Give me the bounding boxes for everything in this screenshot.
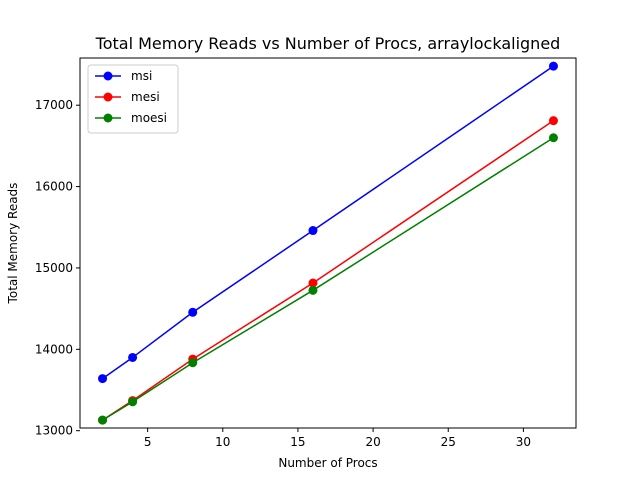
y-tick-label: 16000 [35, 180, 73, 194]
legend-swatch-marker [103, 71, 113, 81]
x-tick-label: 25 [441, 435, 456, 449]
legend-swatch-marker [103, 92, 113, 102]
legend-swatch-marker [103, 113, 113, 123]
y-tick-label: 17000 [35, 98, 73, 112]
data-point-moesi [188, 358, 198, 368]
legend-label-msi: msi [131, 69, 152, 83]
y-tick-label: 13000 [35, 424, 73, 438]
data-point-msi [128, 352, 138, 362]
chart-title: Total Memory Reads vs Number of Procs, a… [95, 34, 561, 53]
data-point-moesi [98, 415, 108, 425]
data-point-mesi [548, 116, 558, 126]
data-point-moesi [128, 397, 138, 407]
y-tick-label: 15000 [35, 261, 73, 275]
y-tick-label: 14000 [35, 342, 73, 356]
x-tick-label: 20 [365, 435, 380, 449]
data-point-moesi [308, 285, 318, 295]
data-point-msi [548, 61, 558, 71]
data-point-moesi [548, 133, 558, 143]
x-tick-label: 30 [516, 435, 531, 449]
series-line-mesi [102, 120, 554, 421]
y-axis-label: Total Memory Reads [6, 183, 20, 305]
x-tick-label: 10 [215, 435, 230, 449]
data-point-mesi [308, 278, 318, 288]
data-point-msi [98, 374, 108, 384]
data-point-msi [308, 226, 318, 236]
legend-label-mesi: mesi [131, 90, 160, 104]
x-tick-label: 15 [290, 435, 305, 449]
plot-area: 5 10 15 20 25 30 13000 14000 15000 16000 17000 [35, 61, 558, 449]
legend: msi mesi moesi [87, 64, 179, 134]
x-axis-label: Number of Procs [278, 456, 377, 470]
x-tick-label: 5 [144, 435, 152, 449]
series-line-moesi [102, 137, 554, 421]
plot-frame [79, 57, 577, 429]
data-point-msi [188, 307, 198, 317]
legend-label-moesi: moesi [131, 111, 167, 125]
